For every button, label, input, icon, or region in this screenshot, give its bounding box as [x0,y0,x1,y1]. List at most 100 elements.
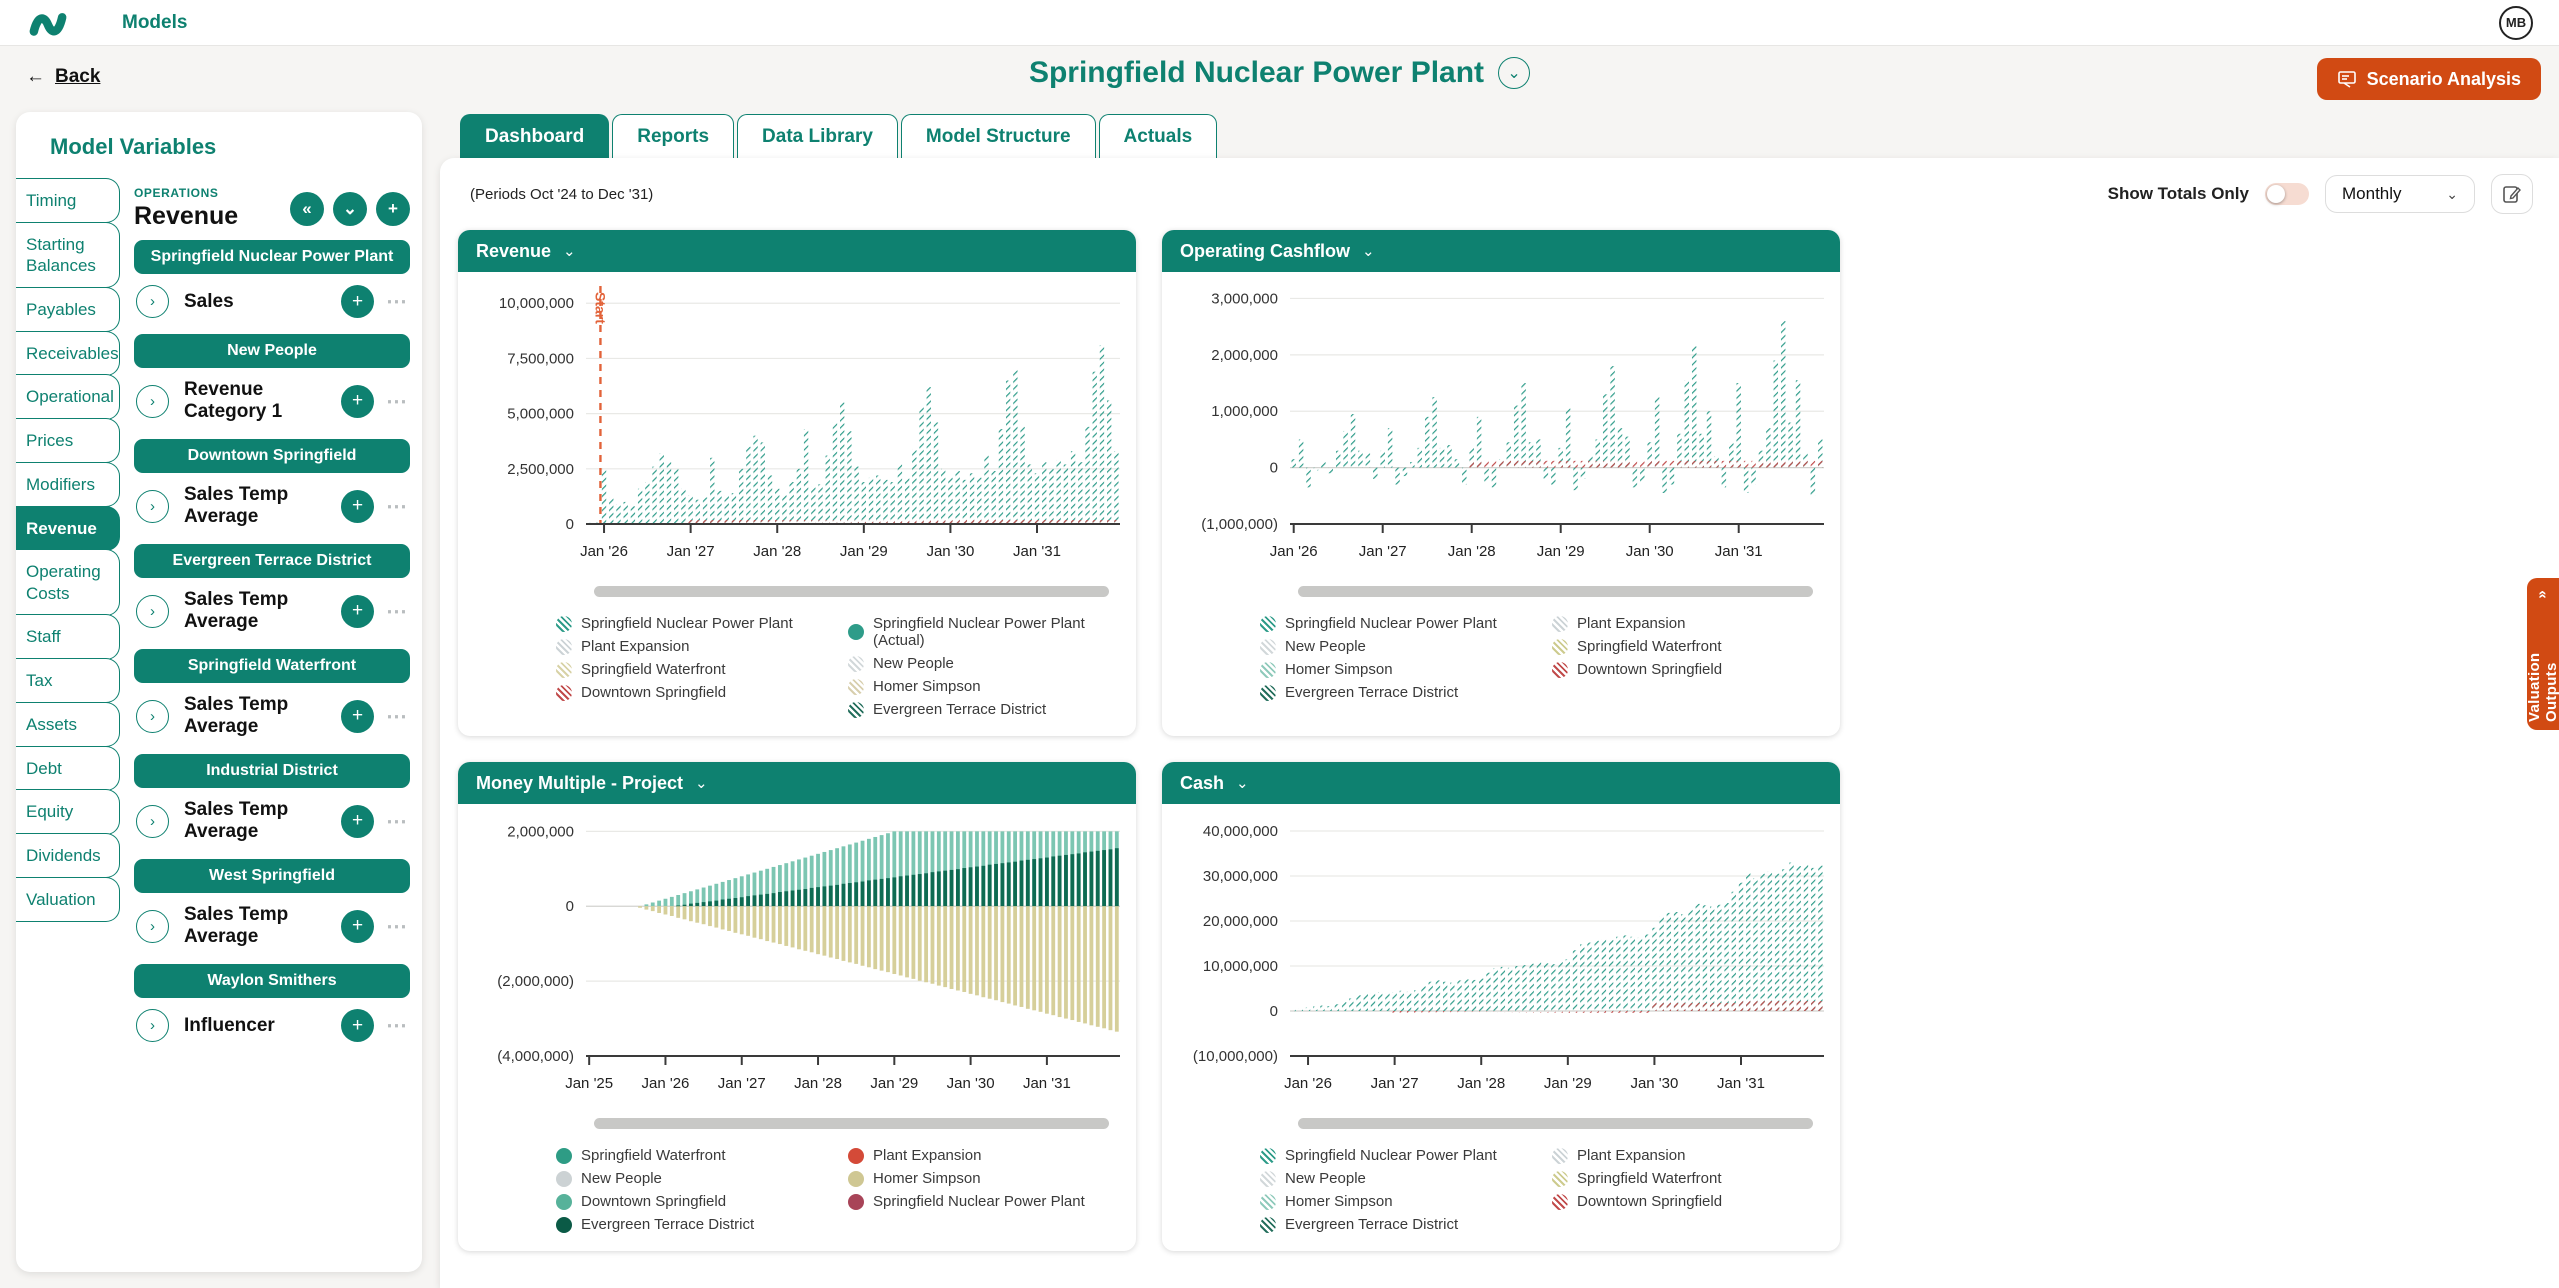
brand-logo-icon[interactable] [26,6,70,40]
chart-scrollbar[interactable] [1298,1118,1813,1129]
sidebar-category-equity[interactable]: Equity [16,789,120,834]
back-link[interactable]: ← Back [26,66,100,88]
legend-item[interactable]: Homer Simpson [848,1170,1126,1187]
chart-chevron-icon[interactable]: ⌄ [563,242,576,260]
add-row-button[interactable]: + [341,1009,374,1042]
tab-dashboard[interactable]: Dashboard [460,114,609,158]
row-more-icon[interactable]: ⋯ [386,289,408,314]
legend-item[interactable]: Homer Simpson [1260,1193,1538,1210]
add-row-button[interactable]: + [341,805,374,838]
scenario-analysis-button[interactable]: Scenario Analysis [2317,58,2541,100]
sidebar-category-debt[interactable]: Debt [16,746,120,791]
legend-item[interactable]: Homer Simpson [1260,661,1538,678]
add-row-button[interactable]: + [341,385,374,418]
chart-chevron-icon[interactable]: ⌄ [695,774,708,792]
legend-item[interactable]: Springfield Nuclear Power Plant [1260,615,1538,632]
app-title-models[interactable]: Models [122,12,187,34]
title-chevron-icon[interactable]: ⌄ [1498,57,1530,89]
legend-item[interactable]: New People [1260,638,1538,655]
sidebar-category-prices[interactable]: Prices [16,418,120,463]
add-row-button[interactable]: + [341,285,374,318]
add-row-button[interactable]: + [341,595,374,628]
add-variable-button[interactable]: + [376,192,410,226]
legend-item[interactable]: Evergreen Terrace District [1260,1216,1538,1233]
tab-actuals[interactable]: Actuals [1099,114,1218,158]
chart-scrollbar[interactable] [594,1118,1109,1129]
sidebar-category-tax[interactable]: Tax [16,658,120,703]
row-more-icon[interactable]: ⋯ [386,809,408,834]
sidebar-category-operational[interactable]: Operational [16,374,120,419]
sidebar-category-revenue[interactable]: Revenue [16,506,120,551]
expand-row-icon[interactable]: › [136,285,169,318]
legend-item[interactable]: New People [1260,1170,1538,1187]
collapse-panel-button[interactable]: « [290,192,324,226]
legend-item[interactable]: Plant Expansion [556,638,834,655]
edit-notes-button[interactable] [2491,174,2533,214]
row-more-icon[interactable]: ⋯ [386,914,408,939]
chart-chevron-icon[interactable]: ⌄ [1362,242,1375,260]
legend-item[interactable]: Downtown Springfield [556,684,834,701]
frequency-select[interactable]: Monthly ⌄ [2325,175,2475,213]
svg-text:Jan '26: Jan '26 [580,543,628,560]
expand-all-button[interactable]: ⌄ [333,192,367,226]
sidebar-category-starting-balances[interactable]: Starting Balances [16,222,120,289]
legend-item[interactable]: Plant Expansion [1552,615,1830,632]
expand-row-icon[interactable]: › [136,385,169,418]
expand-row-icon[interactable]: › [136,805,169,838]
legend-item[interactable]: Downtown Springfield [1552,661,1830,678]
legend-item[interactable]: Downtown Springfield [556,1193,834,1210]
sidebar-category-modifiers[interactable]: Modifiers [16,462,120,507]
legend-item[interactable]: Plant Expansion [1552,1147,1830,1164]
legend-item[interactable]: Springfield Waterfront [1552,1170,1830,1187]
user-avatar[interactable]: MB [2499,6,2533,40]
row-more-icon[interactable]: ⋯ [386,1013,408,1038]
tab-data-library[interactable]: Data Library [737,114,898,158]
legend-item[interactable]: Springfield Nuclear Power Plant [848,1193,1126,1210]
legend-item[interactable]: Springfield Waterfront [556,661,834,678]
row-more-icon[interactable]: ⋯ [386,599,408,624]
tab-reports[interactable]: Reports [612,114,734,158]
chart-chevron-icon[interactable]: ⌄ [1236,774,1249,792]
row-more-icon[interactable]: ⋯ [386,494,408,519]
legend-item[interactable]: Evergreen Terrace District [848,701,1126,718]
chart-scrollbar[interactable] [1298,586,1813,597]
legend-item[interactable]: Springfield Nuclear Power Plant [556,615,834,632]
expand-row-icon[interactable]: › [136,700,169,733]
legend-hatch-icon [1552,639,1568,655]
expand-row-icon[interactable]: › [136,1009,169,1042]
expand-row-icon[interactable]: › [136,595,169,628]
legend-item[interactable]: Springfield Nuclear Power Plant [1260,1147,1538,1164]
legend-item[interactable]: New People [848,655,1126,672]
svg-text:Jan '28: Jan '28 [1457,1075,1505,1092]
legend-hatch-icon [556,616,572,632]
expand-row-icon[interactable]: › [136,490,169,523]
legend-item[interactable]: New People [556,1170,834,1187]
chart-scrollbar[interactable] [594,586,1109,597]
sidebar-category-assets[interactable]: Assets [16,702,120,747]
legend-item[interactable]: Springfield Waterfront [1552,638,1830,655]
legend-item[interactable]: Evergreen Terrace District [556,1216,834,1233]
sidebar-category-timing[interactable]: Timing [16,178,120,223]
sidebar-category-valuation[interactable]: Valuation [16,877,120,922]
sidebar-category-receivables[interactable]: Receivables [16,331,120,376]
sidebar-category-operating-costs[interactable]: Operating Costs [16,549,120,616]
add-row-button[interactable]: + [341,490,374,523]
sidebar-category-dividends[interactable]: Dividends [16,833,120,878]
legend-item[interactable]: Plant Expansion [848,1147,1126,1164]
legend-label: Springfield Waterfront [581,1147,726,1164]
legend-item[interactable]: Springfield Waterfront [556,1147,834,1164]
legend-item[interactable]: Homer Simpson [848,678,1126,695]
add-row-button[interactable]: + [341,910,374,943]
sidebar-category-staff[interactable]: Staff [16,614,120,659]
show-totals-toggle[interactable] [2265,183,2309,205]
row-more-icon[interactable]: ⋯ [386,704,408,729]
legend-item[interactable]: Downtown Springfield [1552,1193,1830,1210]
legend-item[interactable]: Springfield Nuclear Power Plant (Actual) [848,615,1126,649]
add-row-button[interactable]: + [341,700,374,733]
tab-model-structure[interactable]: Model Structure [901,114,1096,158]
expand-row-icon[interactable]: › [136,910,169,943]
legend-item[interactable]: Evergreen Terrace District [1260,684,1538,701]
sidebar-category-payables[interactable]: Payables [16,287,120,332]
row-more-icon[interactable]: ⋯ [386,389,408,414]
valuation-outputs-tab[interactable]: « Valuation Outputs [2527,578,2559,730]
